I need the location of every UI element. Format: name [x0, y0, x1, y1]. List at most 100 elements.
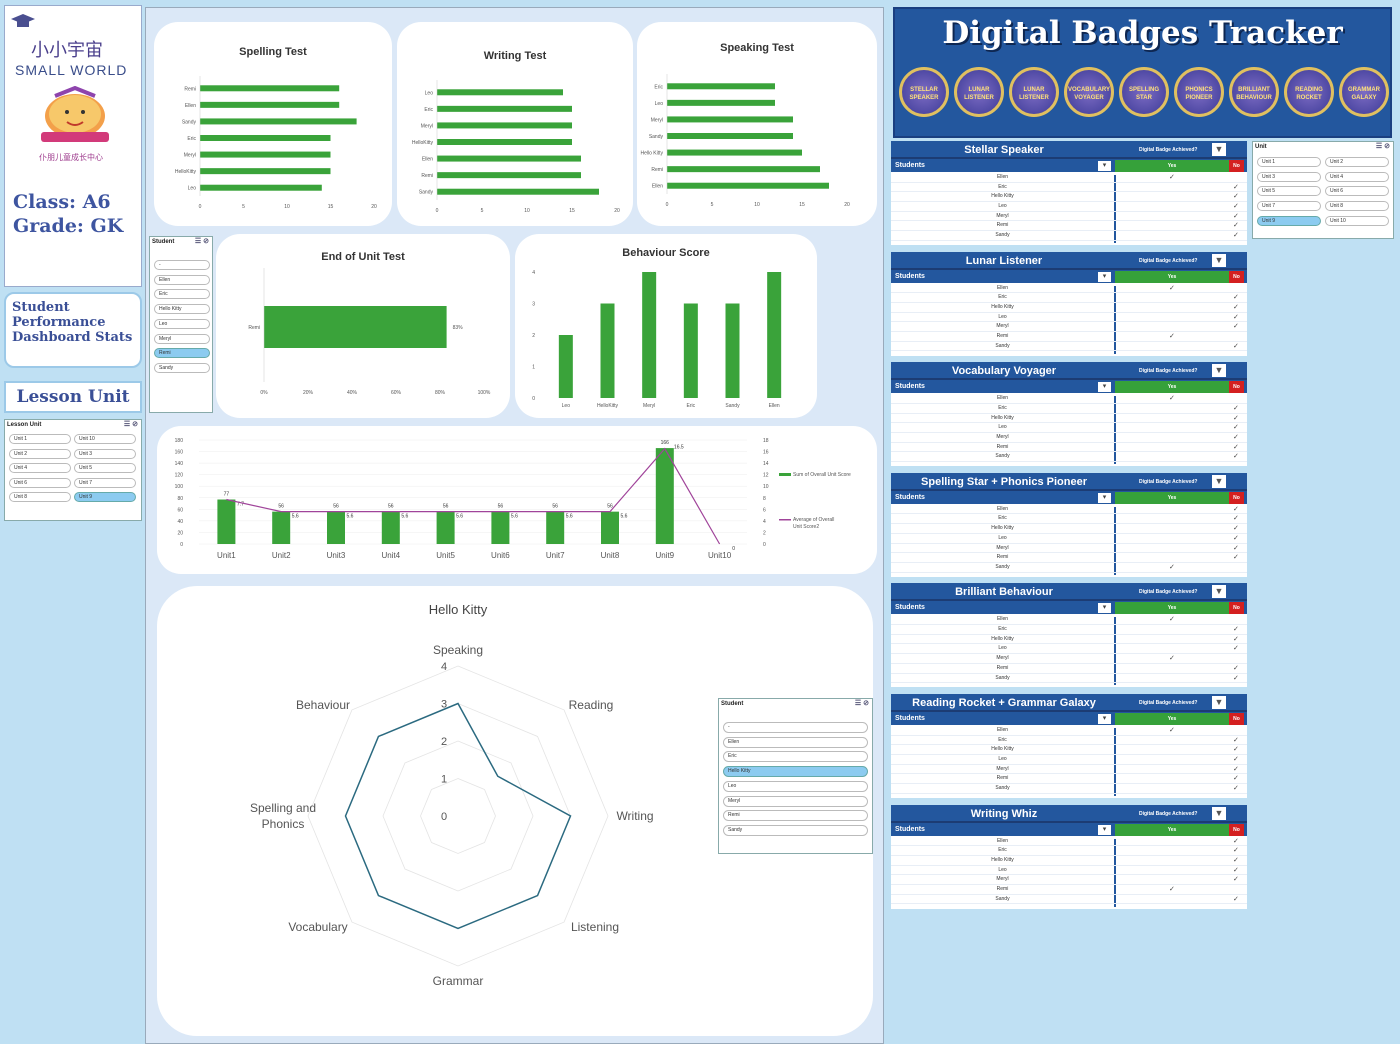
checkmark-icon[interactable]: ✓	[1169, 655, 1175, 663]
checkmark-icon[interactable]: ✓	[1233, 765, 1239, 773]
slicer-item[interactable]: Unit 4	[1325, 171, 1389, 182]
slicer-item[interactable]: Unit 8	[1325, 201, 1389, 212]
filter-icon[interactable]: ▼	[1212, 253, 1226, 267]
checkmark-icon[interactable]: ✓	[1233, 232, 1239, 240]
checkmark-icon[interactable]: ✓	[1233, 294, 1239, 302]
checkmark-icon[interactable]: ✓	[1169, 563, 1175, 571]
filter-icon[interactable]: ▼	[1212, 364, 1226, 378]
checkmark-icon[interactable]: ✓	[1233, 212, 1239, 220]
checkmark-icon[interactable]: ✓	[1233, 847, 1239, 855]
slicer-item[interactable]: Sandy	[154, 362, 210, 373]
checkmark-icon[interactable]: ✓	[1233, 746, 1239, 754]
checkmark-icon[interactable]: ✓	[1233, 203, 1239, 211]
checkmark-icon[interactable]: ✓	[1233, 183, 1239, 191]
checkmark-icon[interactable]: ✓	[1233, 323, 1239, 331]
checkmark-icon[interactable]: ✓	[1233, 626, 1239, 634]
checkmark-icon[interactable]: ✓	[1233, 895, 1239, 903]
checkmark-icon[interactable]: ✓	[1233, 453, 1239, 461]
clear-filter-icon[interactable]: ☰ ⊘	[194, 238, 209, 245]
filter-dropdown-icon[interactable]: ▾	[1098, 161, 1111, 171]
checkmark-icon[interactable]: ✓	[1233, 645, 1239, 653]
slicer-item[interactable]: Unit 4	[9, 463, 71, 473]
slicer-item[interactable]: Eric	[154, 289, 210, 300]
checkmark-icon[interactable]: ✓	[1233, 443, 1239, 451]
slicer-item[interactable]: Hello Kitty	[154, 304, 210, 315]
checkmark-icon[interactable]: ✓	[1233, 554, 1239, 562]
checkmark-icon[interactable]: ✓	[1169, 284, 1175, 292]
unit-slicer[interactable]: Unit ☰ ⊘ Unit 1 Unit 2 Unit 3 Unit 4 Unit 5 Un…	[1252, 141, 1394, 239]
checkmark-icon[interactable]: ✓	[1233, 222, 1239, 230]
checkmark-icon[interactable]: ✓	[1233, 756, 1239, 764]
filter-icon[interactable]: ▼	[1212, 696, 1226, 709]
slicer-item[interactable]: Unit 9	[1257, 215, 1321, 226]
slicer-item[interactable]: -	[154, 260, 210, 270]
slicer-item[interactable]: Hello Kitty	[723, 766, 868, 778]
student-slicer-2[interactable]: Student ☰ ⊘ - Ellen Eric Hello Kitty Leo Meryl…	[718, 698, 873, 854]
slicer-item[interactable]: Leo	[723, 780, 868, 792]
filter-dropdown-icon[interactable]: ▾	[1098, 271, 1111, 282]
lesson-unit-slicer[interactable]: Lesson Unit ☰ ⊘ Unit 1 Unit 10 Unit 2 Unit 3…	[4, 419, 142, 521]
filter-dropdown-icon[interactable]: ▾	[1098, 824, 1111, 835]
checkmark-icon[interactable]: ✓	[1233, 193, 1239, 201]
checkmark-icon[interactable]: ✓	[1233, 736, 1239, 744]
filter-dropdown-icon[interactable]: ▾	[1098, 382, 1111, 393]
slicer-item[interactable]: Ellen	[154, 274, 210, 285]
slicer-item[interactable]: Unit 3	[1257, 171, 1321, 182]
checkmark-icon[interactable]: ✓	[1169, 727, 1175, 734]
clear-filter-icon[interactable]: ☰ ⊘	[854, 700, 869, 707]
slicer-item[interactable]: Unit 7	[1257, 201, 1321, 212]
slicer-item[interactable]: Unit 6	[1325, 186, 1389, 197]
checkmark-icon[interactable]: ✓	[1233, 544, 1239, 552]
slicer-item[interactable]: Ellen	[723, 736, 868, 748]
filter-dropdown-icon[interactable]: ▾	[1098, 603, 1111, 614]
checkmark-icon[interactable]: ✓	[1169, 333, 1175, 341]
checkmark-icon[interactable]: ✓	[1233, 424, 1239, 432]
checkmark-icon[interactable]: ✓	[1233, 674, 1239, 682]
checkmark-icon[interactable]: ✓	[1233, 876, 1239, 884]
checkmark-icon[interactable]: ✓	[1233, 414, 1239, 422]
checkmark-icon[interactable]: ✓	[1233, 515, 1239, 523]
filter-icon[interactable]: ▼	[1212, 143, 1226, 156]
slicer-item[interactable]: Remi	[723, 810, 868, 822]
slicer-item[interactable]: Unit 1	[1257, 157, 1321, 167]
checkmark-icon[interactable]: ✓	[1233, 856, 1239, 864]
clear-filter-icon[interactable]: ☰ ⊘	[1375, 143, 1390, 150]
checkmark-icon[interactable]: ✓	[1233, 505, 1239, 513]
checkmark-icon[interactable]: ✓	[1233, 342, 1239, 350]
slicer-item[interactable]: Unit 1	[9, 434, 71, 444]
checkmark-icon[interactable]: ✓	[1233, 404, 1239, 412]
checkmark-icon[interactable]: ✓	[1233, 837, 1239, 845]
checkmark-icon[interactable]: ✓	[1233, 303, 1239, 311]
checkmark-icon[interactable]: ✓	[1169, 395, 1175, 403]
checkmark-icon[interactable]: ✓	[1233, 534, 1239, 542]
filter-icon[interactable]: ▼	[1212, 474, 1226, 488]
slicer-item[interactable]: Leo	[154, 318, 210, 329]
checkmark-icon[interactable]: ✓	[1233, 664, 1239, 672]
filter-icon[interactable]: ▼	[1212, 806, 1226, 820]
slicer-item[interactable]: Unit 2	[9, 448, 71, 459]
slicer-item[interactable]: Remi	[154, 348, 210, 359]
checkmark-icon[interactable]: ✓	[1233, 866, 1239, 874]
slicer-item[interactable]: Unit 10	[74, 434, 136, 444]
slicer-item[interactable]: Meryl	[723, 795, 868, 807]
slicer-item[interactable]: Meryl	[154, 333, 210, 344]
slicer-item[interactable]: -	[723, 722, 868, 733]
checkmark-icon[interactable]: ✓	[1233, 775, 1239, 783]
checkmark-icon[interactable]: ✓	[1169, 174, 1175, 181]
slicer-item[interactable]: Unit 3	[74, 448, 136, 459]
checkmark-icon[interactable]: ✓	[1233, 635, 1239, 643]
checkmark-icon[interactable]: ✓	[1233, 525, 1239, 533]
slicer-item[interactable]: Sandy	[723, 824, 868, 836]
slicer-item[interactable]: Unit 9	[74, 492, 136, 502]
slicer-item[interactable]: Unit 7	[74, 477, 136, 488]
slicer-item[interactable]: Unit 10	[1325, 215, 1389, 226]
filter-dropdown-icon[interactable]: ▾	[1098, 492, 1111, 503]
slicer-item[interactable]: Unit 2	[1325, 157, 1389, 167]
checkmark-icon[interactable]: ✓	[1233, 785, 1239, 793]
checkmark-icon[interactable]: ✓	[1169, 886, 1175, 894]
slicer-item[interactable]: Unit 5	[1257, 186, 1321, 197]
checkmark-icon[interactable]: ✓	[1233, 313, 1239, 321]
checkmark-icon[interactable]: ✓	[1169, 616, 1175, 624]
slicer-item[interactable]: Unit 8	[9, 492, 71, 502]
student-slicer[interactable]: Student ☰ ⊘ - Ellen Eric Hello Kitty Leo Meryl…	[149, 236, 213, 413]
